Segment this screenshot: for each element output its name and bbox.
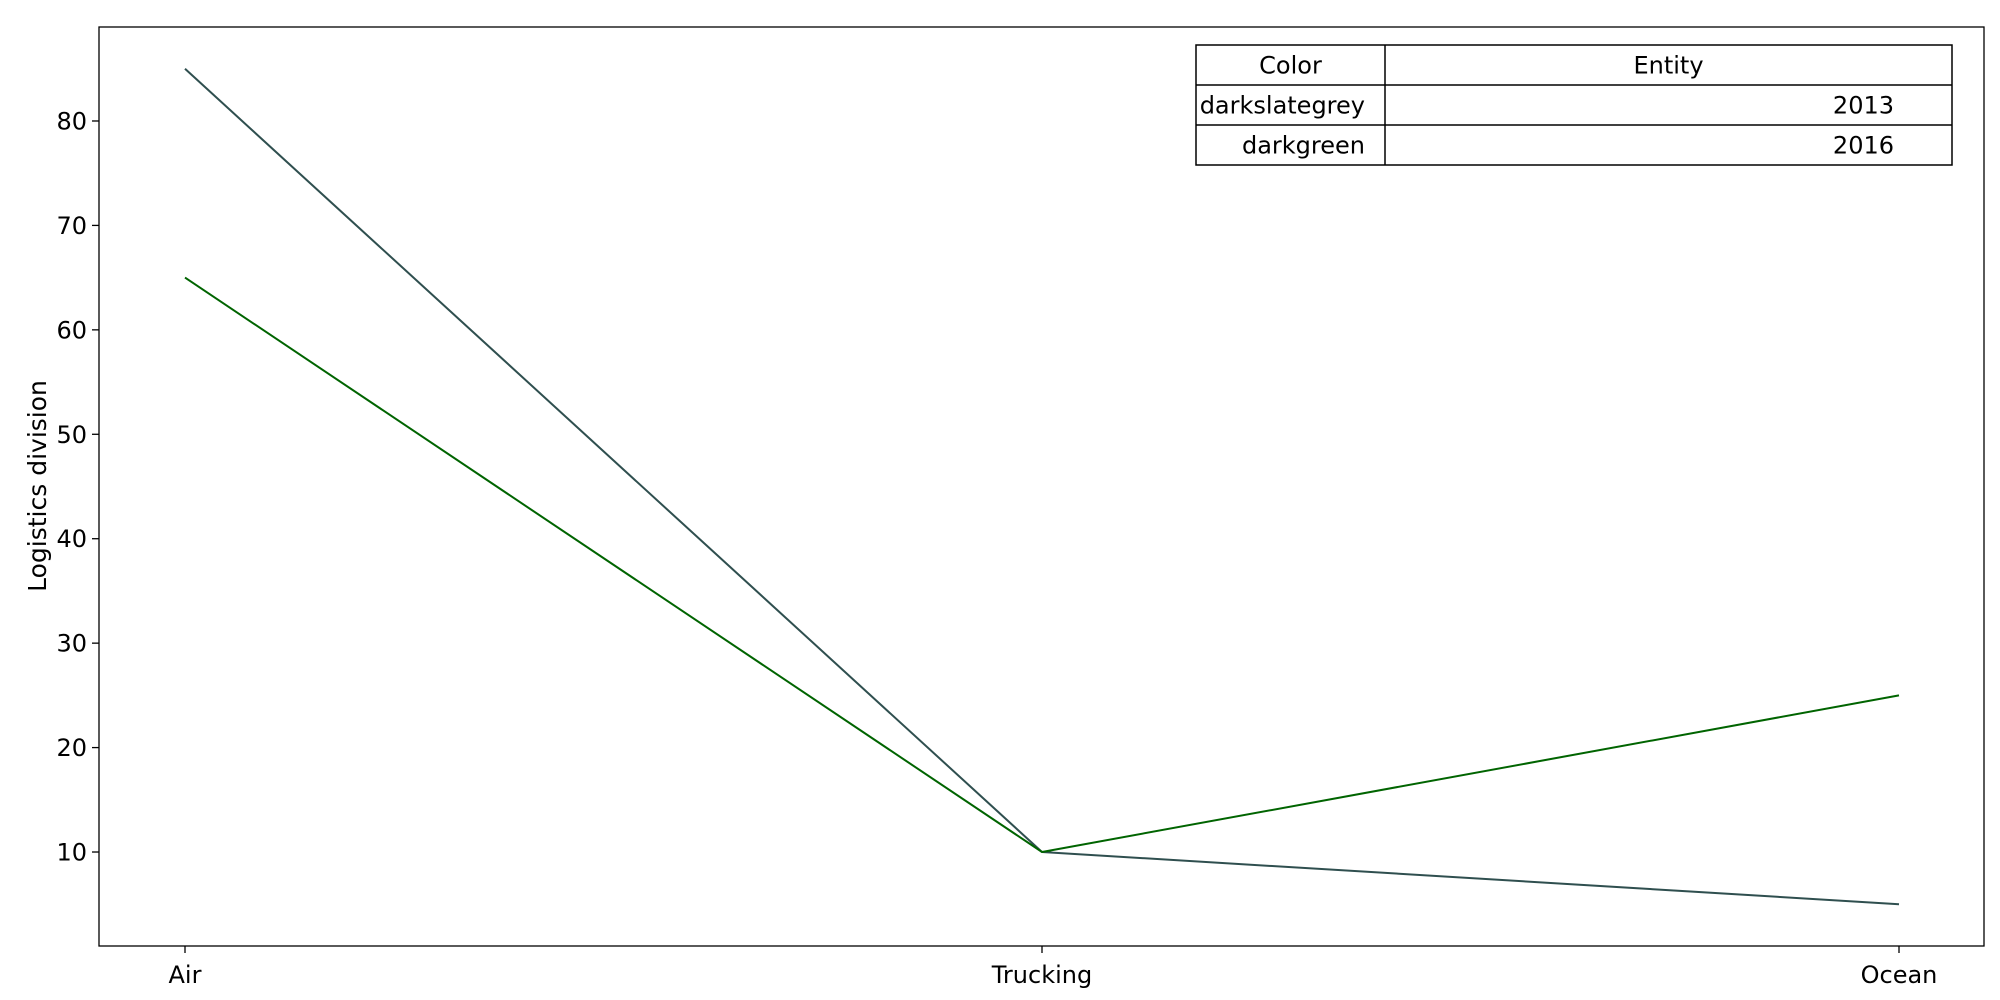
x-tick-label: Ocean: [1861, 961, 1938, 989]
y-tick-label: 50: [56, 421, 87, 449]
legend-entity-cell: 2013: [1833, 92, 1894, 120]
legend-color-cell: darkgreen: [1242, 132, 1365, 160]
legend-header-color: Color: [1259, 52, 1322, 80]
series-layer: [184, 68, 1900, 906]
y-tick-label: 30: [56, 630, 87, 658]
y-tick-label: 10: [56, 839, 87, 867]
y-axis-label: Logistics division: [23, 380, 52, 592]
legend-table: Color Entity darkslategrey 2013 darkgreen 201…: [1195, 44, 1953, 166]
y-tick-label: 80: [56, 107, 87, 135]
x-axis: Air Trucking Ocean: [169, 946, 1938, 989]
series-line-2016: [184, 276, 1900, 853]
x-tick-label: Air: [169, 961, 202, 989]
y-tick-label: 70: [56, 212, 87, 240]
x-tick-label: Trucking: [991, 961, 1092, 989]
y-axis: 10 20 30 40 50 60 70 80: [56, 107, 99, 867]
legend-header-entity: Entity: [1633, 52, 1703, 80]
y-tick-label: 60: [56, 316, 87, 344]
legend-entity-cell: 2016: [1833, 132, 1894, 160]
y-tick-label: 20: [56, 734, 87, 762]
legend-color-cell: darkslategrey: [1200, 92, 1365, 120]
y-tick-label: 40: [56, 525, 87, 553]
legend-table-frame: [1195, 44, 1953, 166]
